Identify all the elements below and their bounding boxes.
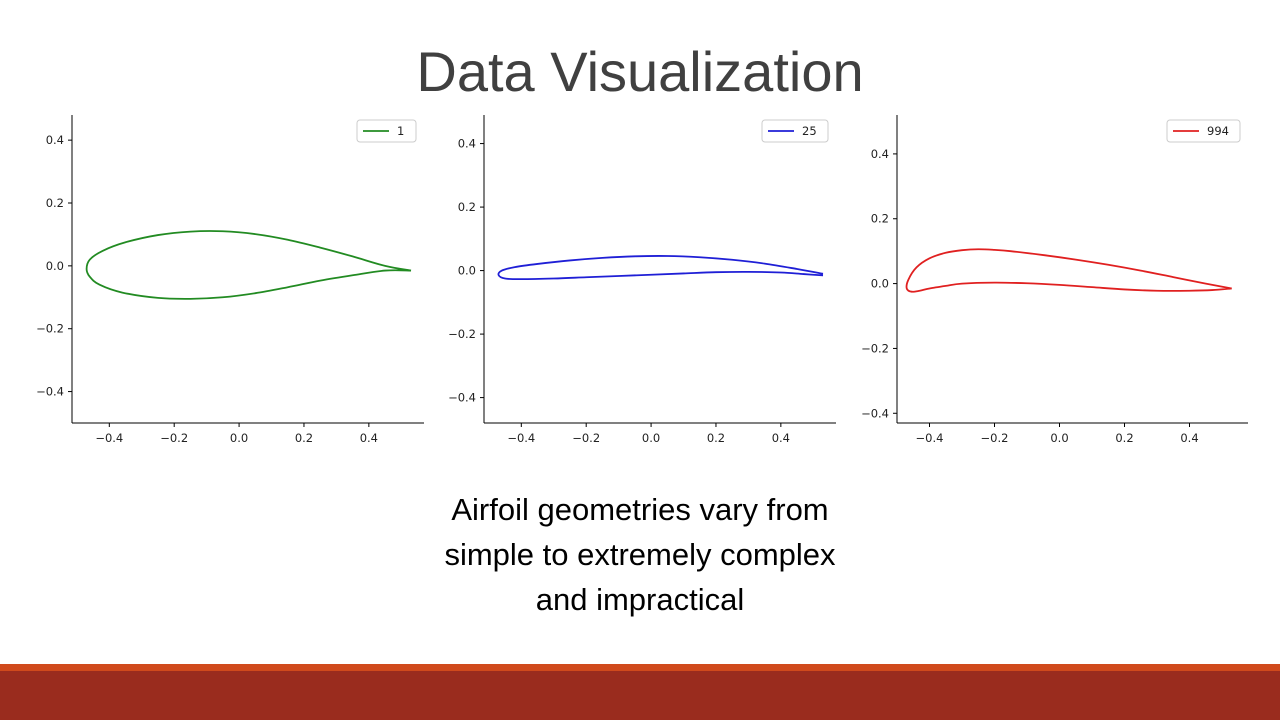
y-tick-label: −0.4	[36, 385, 64, 399]
x-tick-label: 0.0	[230, 431, 248, 445]
x-tick-label: −0.4	[916, 431, 944, 445]
y-tick-label: 0.2	[871, 212, 889, 226]
legend-label: 994	[1207, 124, 1229, 138]
x-tick-label: 0.0	[642, 431, 660, 445]
airfoil-line	[85, 230, 412, 300]
footer-bar	[0, 671, 1280, 720]
x-tick-label: −0.2	[981, 431, 1009, 445]
y-tick-label: −0.2	[448, 327, 476, 341]
y-tick-label: −0.4	[861, 406, 889, 420]
caption-line: simple to extremely complex	[444, 537, 836, 572]
legend-label: 1	[397, 124, 404, 138]
x-tick-label: −0.2	[572, 431, 600, 445]
airfoil-chart-1: −0.4 −0.2 0.0 0.2 0.4 0.4 0.2 0.0 −0.2 −0.4 1	[36, 115, 424, 445]
y-tick-label: −0.4	[448, 391, 476, 405]
x-tick-label: 0.2	[707, 431, 725, 445]
x-tick-label: 0.4	[1180, 431, 1198, 445]
y-tick-label: −0.2	[861, 341, 889, 355]
caption: Airfoil geometries vary from simple to e…	[340, 487, 940, 622]
y-tick-label: 0.0	[458, 264, 476, 278]
x-tick-label: 0.0	[1050, 431, 1068, 445]
legend-box	[761, 119, 829, 143]
legend-label: 25	[802, 124, 817, 138]
y-tick-label: 0.4	[458, 137, 476, 151]
x-tick-label: 0.4	[360, 431, 378, 445]
legend-box	[1166, 119, 1241, 143]
footer-accent-stripe	[0, 664, 1280, 671]
y-tick-label: 0.2	[46, 196, 64, 210]
y-tick-label: 0.0	[871, 277, 889, 291]
y-tick-label: 0.0	[46, 259, 64, 273]
caption-line: Airfoil geometries vary from	[451, 492, 829, 527]
slide-title: Data Visualization	[416, 40, 864, 103]
y-tick-label: −0.2	[36, 322, 64, 336]
x-tick-label: 0.4	[772, 431, 790, 445]
y-tick-label: 0.2	[458, 200, 476, 214]
x-tick-label: 0.2	[295, 431, 313, 445]
caption-line: and impractical	[535, 582, 745, 617]
x-tick-label: −0.4	[507, 431, 535, 445]
y-tick-label: 0.4	[46, 133, 64, 147]
x-tick-label: −0.2	[160, 431, 188, 445]
x-tick-label: 0.2	[1115, 431, 1133, 445]
x-tick-label: −0.4	[95, 431, 123, 445]
airfoil-line	[497, 255, 824, 281]
airfoil-chart-25: −0.4 −0.2 0.0 0.2 0.4 0.4 0.2 0.0 −0.2 −0.4 25	[448, 115, 836, 445]
airfoil-chart-994: −0.4 −0.2 0.0 0.2 0.4 0.4 0.2 0.0 −0.2 −0.4 994	[861, 115, 1248, 445]
y-tick-label: 0.4	[871, 147, 889, 161]
airfoil-line	[905, 248, 1232, 293]
